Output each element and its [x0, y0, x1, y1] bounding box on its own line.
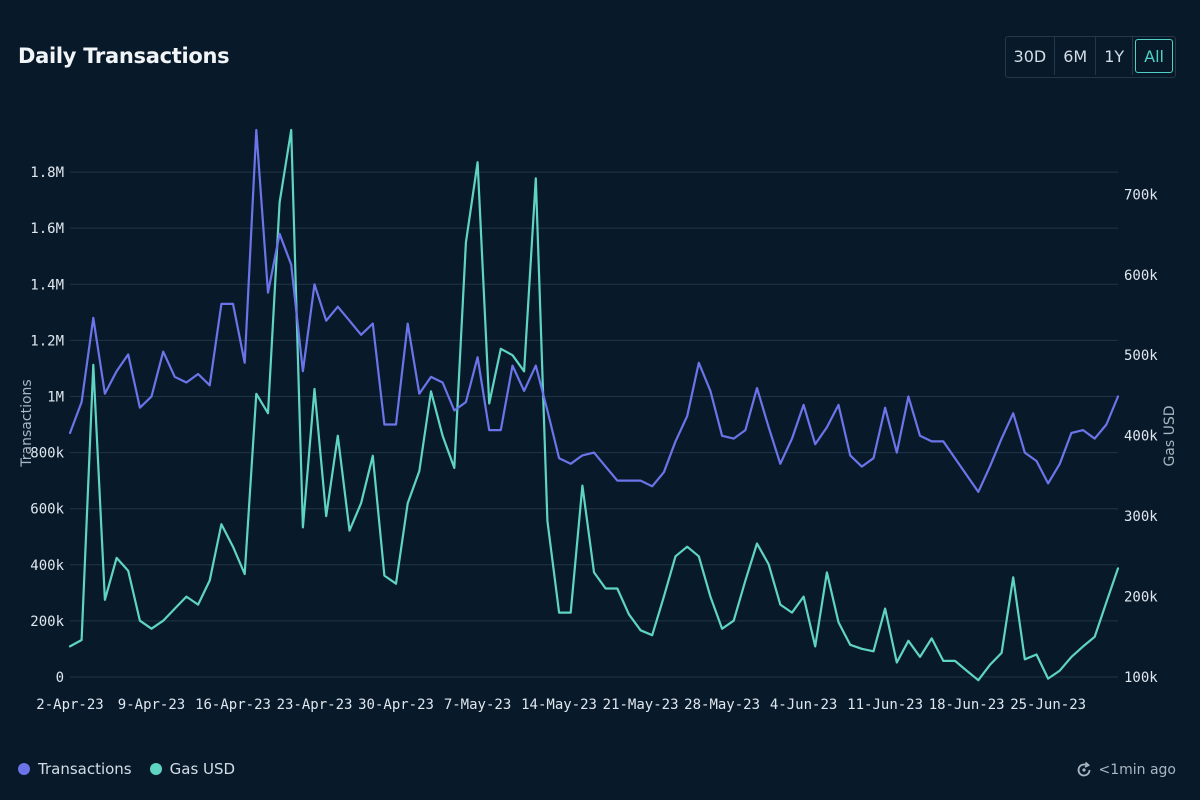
y-right-tick-label: 300k [1124, 509, 1158, 525]
y-right-axis-label: Gas USD [1162, 405, 1178, 466]
range-selector: 30D 6M 1Y All [1004, 36, 1176, 78]
x-tick-label: 9-Apr-23 [118, 697, 185, 713]
x-tick-label: 16-Apr-23 [195, 697, 271, 713]
legend-item-transactions[interactable]: Transactions [18, 760, 132, 778]
y-left-tick-label: 200k [30, 614, 64, 630]
refresh-icon[interactable] [1074, 760, 1094, 780]
range-6m-button[interactable]: 6M [1055, 37, 1097, 75]
y-right-tick-label: 700k [1124, 187, 1158, 203]
y-left-tick-label: 600k [30, 502, 64, 518]
x-tick-label: 7-May-23 [444, 697, 511, 713]
x-tick-label: 30-Apr-23 [358, 697, 434, 713]
x-tick-label: 4-Jun-23 [770, 697, 837, 713]
chart-legend: Transactions Gas USD [18, 760, 235, 778]
page-title: Daily Transactions [18, 44, 230, 68]
x-tick-label: 2-Apr-23 [36, 697, 103, 713]
y-right-tick-label: 600k [1124, 268, 1158, 284]
gas-usd-legend-dot [149, 763, 162, 775]
range-all-button[interactable]: All [1135, 39, 1173, 73]
y-left-tick-label: 1.4M [30, 277, 64, 293]
y-left-tick-label: 1.2M [30, 333, 64, 349]
last-updated-text: <1min ago [1098, 762, 1176, 778]
x-tick-label: 14-May-23 [521, 697, 597, 713]
y-left-tick-label: 1M [47, 389, 64, 405]
series-line-transactions [68, 128, 1120, 493]
x-tick-label: 25-Jun-23 [1010, 697, 1086, 713]
y-left-axis-label: Transactions [19, 379, 35, 467]
range-1y-button[interactable]: 1Y [1096, 37, 1134, 75]
legend-item-gas-usd[interactable]: Gas USD [149, 760, 236, 778]
legend-label-transactions: Transactions [38, 760, 132, 778]
y-right-tick-label: 100k [1124, 670, 1158, 686]
x-tick-label: 18-Jun-23 [929, 697, 1005, 713]
y-right-tick-label: 400k [1124, 429, 1158, 445]
last-updated: <1min ago [1074, 760, 1176, 780]
y-left-tick-label: 0 [56, 670, 64, 686]
transactions-legend-dot [18, 763, 30, 775]
y-right-tick-label: 200k [1124, 590, 1158, 606]
x-tick-label: 23-Apr-23 [277, 697, 353, 713]
y-left-tick-label: 1.6M [30, 221, 64, 237]
y-left-tick-label: 400k [30, 558, 64, 574]
x-tick-label: 28-May-23 [684, 697, 760, 713]
x-tick-label: 11-Jun-23 [847, 697, 923, 713]
legend-label-gas-usd: Gas USD [169, 760, 236, 778]
y-right-tick-label: 500k [1124, 348, 1158, 364]
series-line-gas-usd [68, 128, 1120, 682]
y-left-tick-label: 800k [30, 446, 64, 462]
x-tick-label: 21-May-23 [603, 697, 679, 713]
range-30d-button[interactable]: 30D [1006, 37, 1056, 75]
y-left-tick-label: 1.8M [30, 165, 64, 181]
